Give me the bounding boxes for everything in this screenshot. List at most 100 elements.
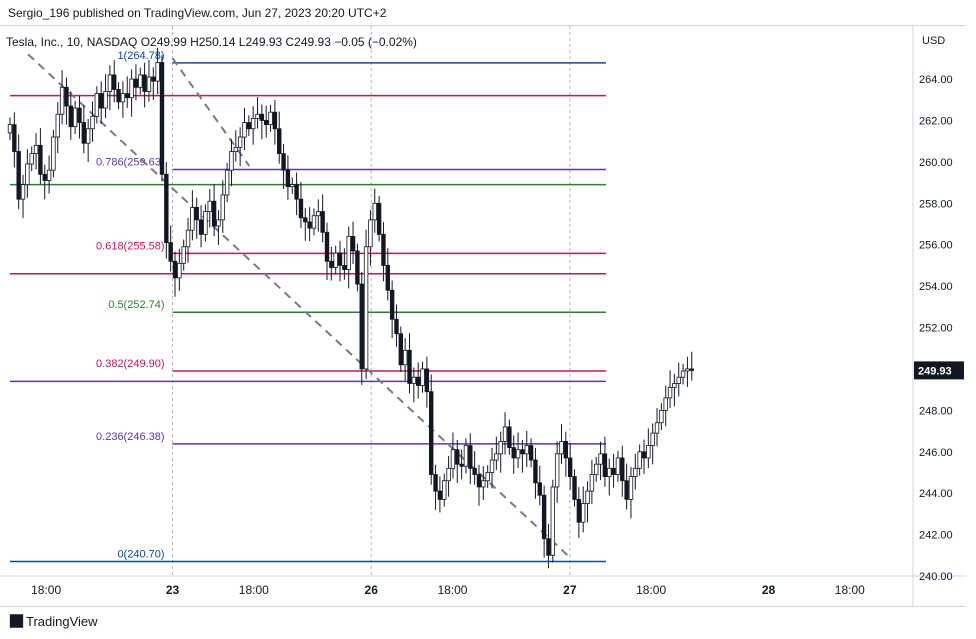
candle-body bbox=[446, 467, 451, 482]
candle-body bbox=[576, 498, 582, 523]
candle-body bbox=[485, 472, 490, 482]
y-tick-label: 244.00 bbox=[919, 488, 953, 500]
candle-body bbox=[324, 231, 330, 262]
candle-body bbox=[329, 260, 334, 268]
candle-body bbox=[68, 105, 73, 128]
candle-body bbox=[233, 146, 239, 152]
candle-body bbox=[468, 445, 473, 469]
candle-body bbox=[633, 467, 638, 478]
candle-body bbox=[294, 184, 299, 200]
candle-body bbox=[359, 283, 364, 370]
brand-name: TradingView bbox=[26, 613, 98, 629]
candle-body bbox=[194, 207, 199, 221]
candle-body bbox=[689, 368, 694, 371]
chart-frame: Tesla, Inc., 10, NASDAQ O249.99 H250.14 … bbox=[0, 25, 966, 607]
candle-body bbox=[285, 169, 291, 188]
candle-body bbox=[55, 113, 60, 138]
candle-body bbox=[498, 441, 503, 455]
fib-level-label: 0.382(249.90) bbox=[96, 358, 165, 370]
y-tick-label: 248.00 bbox=[919, 405, 953, 417]
candle-body bbox=[259, 113, 265, 121]
candle-body bbox=[663, 397, 668, 411]
candle-body bbox=[268, 111, 273, 126]
y-tick-label: 262.00 bbox=[919, 115, 953, 127]
fib-level-label: 0.618(255.58) bbox=[96, 240, 165, 252]
candle-body bbox=[402, 349, 408, 366]
symbol-legend: Tesla, Inc., 10, NASDAQ O249.99 H250.14 … bbox=[6, 35, 417, 49]
candle-body bbox=[7, 124, 13, 134]
candle-body bbox=[672, 383, 677, 388]
candle-body bbox=[463, 445, 469, 467]
candle-body bbox=[650, 432, 655, 446]
candle-body bbox=[654, 422, 660, 434]
candle-body bbox=[342, 265, 347, 270]
fib-level-label: 0(240.70) bbox=[117, 549, 164, 561]
candle-body bbox=[598, 453, 603, 465]
y-tick-label: 258.00 bbox=[919, 198, 953, 210]
y-tick-label: 246.00 bbox=[919, 447, 953, 459]
price-chart[interactable]: Tesla, Inc., 10, NASDAQ O249.99 H250.14 … bbox=[0, 26, 966, 606]
candle-body bbox=[602, 453, 608, 478]
candle-body bbox=[90, 115, 95, 130]
candle-body bbox=[220, 194, 225, 221]
candle-body bbox=[646, 445, 651, 459]
x-tick-label: 18:00 bbox=[31, 583, 61, 597]
candle-body bbox=[198, 219, 204, 235]
candle-body bbox=[420, 368, 425, 386]
trend-line bbox=[27, 53, 571, 559]
candle-body bbox=[615, 457, 621, 475]
candle-body bbox=[138, 74, 143, 88]
candle-body bbox=[333, 252, 338, 268]
x-tick-label: 18:00 bbox=[437, 583, 467, 597]
candle-body bbox=[507, 426, 512, 449]
candle-body bbox=[528, 445, 534, 461]
candle-body bbox=[520, 449, 525, 455]
candle-body bbox=[207, 200, 212, 212]
candle-body bbox=[641, 451, 647, 459]
x-tick-label: 23 bbox=[166, 583, 180, 597]
candle-body bbox=[290, 184, 295, 188]
candle-body bbox=[489, 459, 495, 473]
candle-body bbox=[433, 474, 438, 492]
candle-body bbox=[563, 441, 569, 459]
candle-body bbox=[155, 62, 160, 82]
candle-body bbox=[372, 202, 377, 221]
fib-level-label: 1(264.78) bbox=[117, 50, 164, 62]
candle-body bbox=[442, 480, 447, 500]
footer-brand: ⬛︎ TradingView bbox=[10, 613, 98, 629]
candle-body bbox=[559, 441, 564, 455]
candle-body bbox=[611, 467, 616, 475]
candle-body bbox=[103, 91, 108, 109]
y-tick-label: 254.00 bbox=[919, 281, 953, 293]
candle-body bbox=[125, 93, 130, 99]
candle-body bbox=[550, 486, 556, 556]
candle-body bbox=[112, 74, 117, 90]
y-tick-label: 252.00 bbox=[919, 323, 953, 335]
candle-body bbox=[224, 169, 230, 196]
x-tick-label: 26 bbox=[365, 583, 379, 597]
candle-body bbox=[476, 474, 482, 488]
candle-body bbox=[12, 124, 17, 152]
candle-body bbox=[450, 449, 456, 469]
candle-body bbox=[363, 246, 369, 370]
candle-body bbox=[190, 207, 195, 231]
candle-body bbox=[159, 62, 165, 175]
candle-body bbox=[628, 476, 634, 500]
candle-body bbox=[146, 76, 152, 92]
candle-body bbox=[33, 144, 39, 155]
candle-body bbox=[237, 136, 243, 148]
fib-level-label: 0.236(246.38) bbox=[96, 431, 165, 443]
candle-body bbox=[168, 242, 173, 262]
candle-body bbox=[242, 122, 247, 138]
candle-body bbox=[20, 184, 26, 200]
last-price-badge bbox=[914, 361, 964, 380]
fib-level-label: 0.5(252.74) bbox=[108, 299, 164, 311]
candle-body bbox=[46, 169, 52, 181]
candle-body bbox=[589, 474, 595, 492]
candle-body bbox=[546, 538, 551, 556]
y-tick-label: 264.00 bbox=[919, 74, 953, 86]
candle-body bbox=[85, 128, 91, 144]
candle-body bbox=[120, 93, 126, 103]
candle-body bbox=[368, 219, 373, 248]
tradingview-logo-icon: ⬛︎ bbox=[10, 613, 23, 628]
